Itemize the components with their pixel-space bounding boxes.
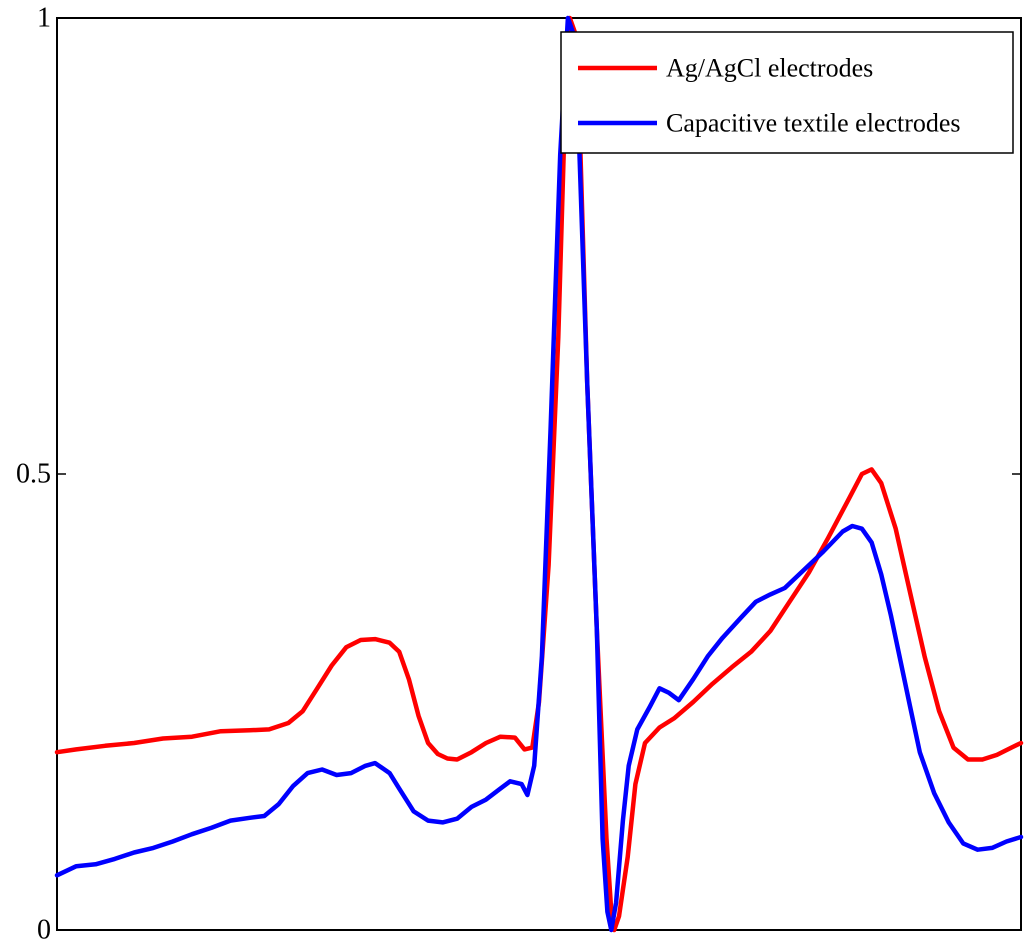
series-layer [54, 15, 1024, 933]
legend-label: Ag/AgCl electrodes [666, 54, 873, 83]
legend: Ag/AgCl electrodes Capacitive textile ele… [560, 31, 1014, 154]
y-tick-label: 1 [37, 3, 51, 34]
y-tick-label: 0.5 [16, 459, 51, 490]
legend-box [560, 31, 1014, 154]
y-tick-label: 0 [37, 915, 51, 946]
series-line-capacitive-textile [54, 15, 1024, 933]
y-axis: 00.51 [16, 3, 1021, 946]
legend-label: Capacitive textile electrodes [666, 109, 961, 138]
